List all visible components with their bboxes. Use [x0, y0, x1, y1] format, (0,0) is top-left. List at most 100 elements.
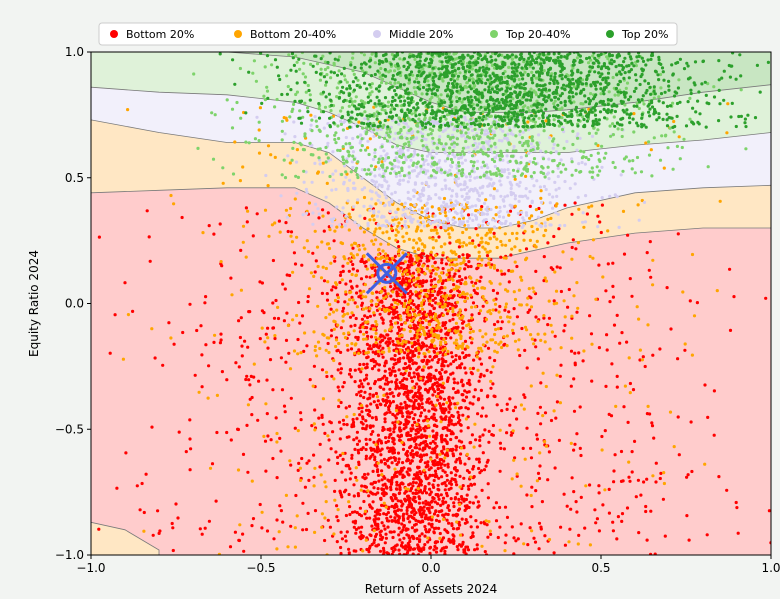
point-bottom-20-40- [313, 344, 317, 349]
point-bottom-20- [436, 387, 441, 391]
point-bottom-20- [466, 426, 470, 430]
point-bottom-20- [417, 385, 421, 389]
point-bottom-20-40- [372, 218, 376, 222]
point-bottom-20- [473, 548, 477, 552]
point-bottom-20- [458, 356, 462, 361]
point-bottom-20- [557, 227, 561, 231]
point-bottom-20- [400, 301, 404, 305]
point-bottom-20- [450, 523, 454, 528]
point-middle-20- [583, 162, 588, 166]
point-bottom-20- [447, 420, 451, 424]
point-bottom-20- [374, 544, 378, 548]
point-middle-20- [482, 201, 487, 205]
point-bottom-20- [451, 371, 455, 375]
point-middle-20- [477, 142, 481, 146]
point-middle-20- [413, 149, 417, 153]
point-bottom-20- [360, 525, 364, 529]
point-bottom-20-40- [431, 237, 435, 241]
point-bottom-20-40- [513, 339, 518, 343]
point-bottom-20- [350, 453, 354, 457]
point-bottom-20- [489, 386, 493, 390]
point-bottom-20- [332, 239, 336, 243]
point-middle-20- [543, 221, 547, 225]
point-bottom-20- [441, 502, 445, 506]
point-middle-20- [401, 213, 405, 217]
point-bottom-20- [537, 206, 541, 211]
point-bottom-20-40- [628, 391, 632, 395]
point-bottom-20- [279, 509, 283, 513]
point-bottom-20- [361, 426, 365, 430]
point-middle-20- [460, 161, 464, 165]
point-bottom-20- [257, 379, 261, 383]
point-bottom-20- [321, 422, 325, 426]
point-bottom-20-40- [478, 329, 482, 333]
point-bottom-20-40- [472, 445, 476, 449]
point-bottom-20- [508, 397, 512, 401]
point-bottom-20- [355, 417, 359, 421]
point-bottom-20- [451, 527, 456, 531]
point-bottom-20- [384, 536, 388, 540]
point-bottom-20-40- [429, 330, 433, 334]
point-bottom-20- [371, 324, 375, 328]
point-bottom-20- [393, 474, 397, 478]
point-middle-20- [532, 145, 536, 149]
point-bottom-20-40- [295, 148, 299, 152]
point-bottom-20- [375, 308, 380, 312]
point-bottom-20- [355, 430, 359, 434]
point-bottom-20-40- [649, 148, 653, 152]
point-middle-20- [421, 220, 425, 224]
point-bottom-20-40- [454, 321, 458, 325]
point-bottom-20- [336, 300, 340, 304]
point-bottom-20- [411, 552, 415, 555]
point-bottom-20-40- [321, 214, 325, 218]
point-middle-20- [576, 195, 580, 199]
point-bottom-20- [306, 294, 310, 299]
point-bottom-20-40- [370, 274, 374, 278]
point-bottom-20- [220, 370, 224, 374]
point-bottom-20- [342, 422, 346, 426]
point-bottom-20-40- [458, 293, 462, 297]
point-middle-20- [255, 115, 259, 119]
point-bottom-20- [423, 408, 427, 412]
point-bottom-20-40- [461, 342, 465, 346]
point-bottom-20- [421, 501, 425, 505]
data-points [97, 52, 771, 555]
point-bottom-20-40- [426, 424, 431, 428]
point-bottom-20- [377, 363, 381, 367]
point-bottom-20-40- [524, 174, 528, 178]
point-bottom-20- [341, 309, 345, 313]
point-middle-20- [310, 180, 314, 184]
point-bottom-20- [440, 362, 444, 366]
point-bottom-20- [414, 406, 418, 410]
point-bottom-20- [505, 407, 509, 411]
point-bottom-20- [410, 259, 414, 263]
point-bottom-20- [429, 275, 433, 279]
point-middle-20- [455, 171, 460, 175]
point-middle-20- [555, 194, 559, 198]
point-middle-20- [468, 124, 472, 129]
point-bottom-20-40- [475, 355, 479, 359]
point-bottom-20- [404, 276, 408, 281]
point-bottom-20- [445, 478, 449, 482]
point-bottom-20- [393, 358, 397, 362]
point-bottom-20- [466, 548, 471, 552]
point-bottom-20- [438, 314, 442, 318]
point-bottom-20- [409, 503, 413, 507]
point-middle-20- [401, 178, 405, 182]
point-bottom-20-40- [441, 381, 445, 385]
point-bottom-20- [375, 508, 380, 512]
point-bottom-20- [382, 457, 386, 461]
point-bottom-20-40- [262, 434, 266, 438]
point-bottom-20- [345, 423, 349, 427]
point-bottom-20- [441, 402, 445, 406]
point-bottom-20- [323, 538, 327, 543]
point-middle-20- [486, 209, 490, 213]
point-bottom-20- [244, 206, 248, 210]
point-bottom-20- [356, 492, 360, 496]
point-bottom-20-40- [284, 116, 288, 120]
point-bottom-20-40- [542, 234, 546, 238]
point-bottom-20- [476, 398, 480, 402]
point-bottom-20- [516, 537, 520, 541]
point-bottom-20-40- [672, 119, 676, 124]
point-bottom-20- [407, 356, 411, 360]
